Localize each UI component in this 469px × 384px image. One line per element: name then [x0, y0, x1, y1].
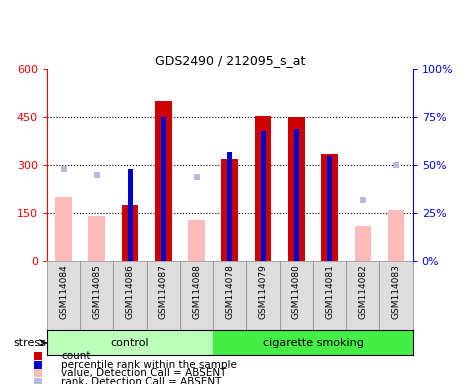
Text: GSM114083: GSM114083 — [392, 265, 401, 319]
FancyBboxPatch shape — [180, 261, 213, 330]
FancyBboxPatch shape — [147, 261, 180, 330]
Bar — [221, 159, 238, 261]
Bar — [261, 131, 265, 261]
FancyBboxPatch shape — [47, 261, 80, 330]
Bar — [288, 117, 305, 261]
Bar — [122, 205, 138, 261]
Bar — [188, 220, 205, 261]
Text: count: count — [61, 351, 91, 361]
Bar — [161, 117, 166, 261]
Text: GSM114085: GSM114085 — [92, 265, 101, 319]
FancyBboxPatch shape — [113, 261, 147, 330]
Text: cigarette smoking: cigarette smoking — [263, 338, 363, 348]
Bar — [213, 330, 413, 355]
Bar — [155, 101, 172, 261]
Text: GSM114084: GSM114084 — [59, 265, 68, 319]
Text: GSM114079: GSM114079 — [258, 265, 268, 319]
Bar — [294, 129, 299, 261]
Bar — [327, 156, 332, 261]
Text: GSM114081: GSM114081 — [325, 265, 334, 319]
Bar — [89, 216, 105, 261]
FancyBboxPatch shape — [379, 261, 413, 330]
FancyBboxPatch shape — [280, 261, 313, 330]
Text: GSM114087: GSM114087 — [159, 265, 168, 319]
Bar — [47, 330, 213, 355]
Text: stress: stress — [13, 338, 46, 348]
FancyBboxPatch shape — [80, 261, 113, 330]
Title: GDS2490 / 212095_s_at: GDS2490 / 212095_s_at — [155, 53, 305, 66]
Bar — [227, 152, 232, 261]
Text: value, Detection Call = ABSENT: value, Detection Call = ABSENT — [61, 368, 227, 378]
Text: rank, Detection Call = ABSENT: rank, Detection Call = ABSENT — [61, 377, 221, 384]
Text: control: control — [111, 338, 149, 348]
FancyBboxPatch shape — [346, 261, 379, 330]
Bar — [388, 210, 404, 261]
FancyBboxPatch shape — [246, 261, 280, 330]
Bar — [255, 116, 272, 261]
Bar — [55, 197, 72, 261]
Bar — [321, 154, 338, 261]
Text: GSM114082: GSM114082 — [358, 265, 367, 319]
Text: percentile rank within the sample: percentile rank within the sample — [61, 360, 237, 370]
Text: GSM114080: GSM114080 — [292, 265, 301, 319]
Bar — [355, 226, 371, 261]
Text: GSM114086: GSM114086 — [126, 265, 135, 319]
Text: GSM114088: GSM114088 — [192, 265, 201, 319]
Text: GSM114078: GSM114078 — [225, 265, 234, 319]
Bar — [128, 169, 133, 261]
FancyBboxPatch shape — [313, 261, 346, 330]
FancyBboxPatch shape — [213, 261, 246, 330]
